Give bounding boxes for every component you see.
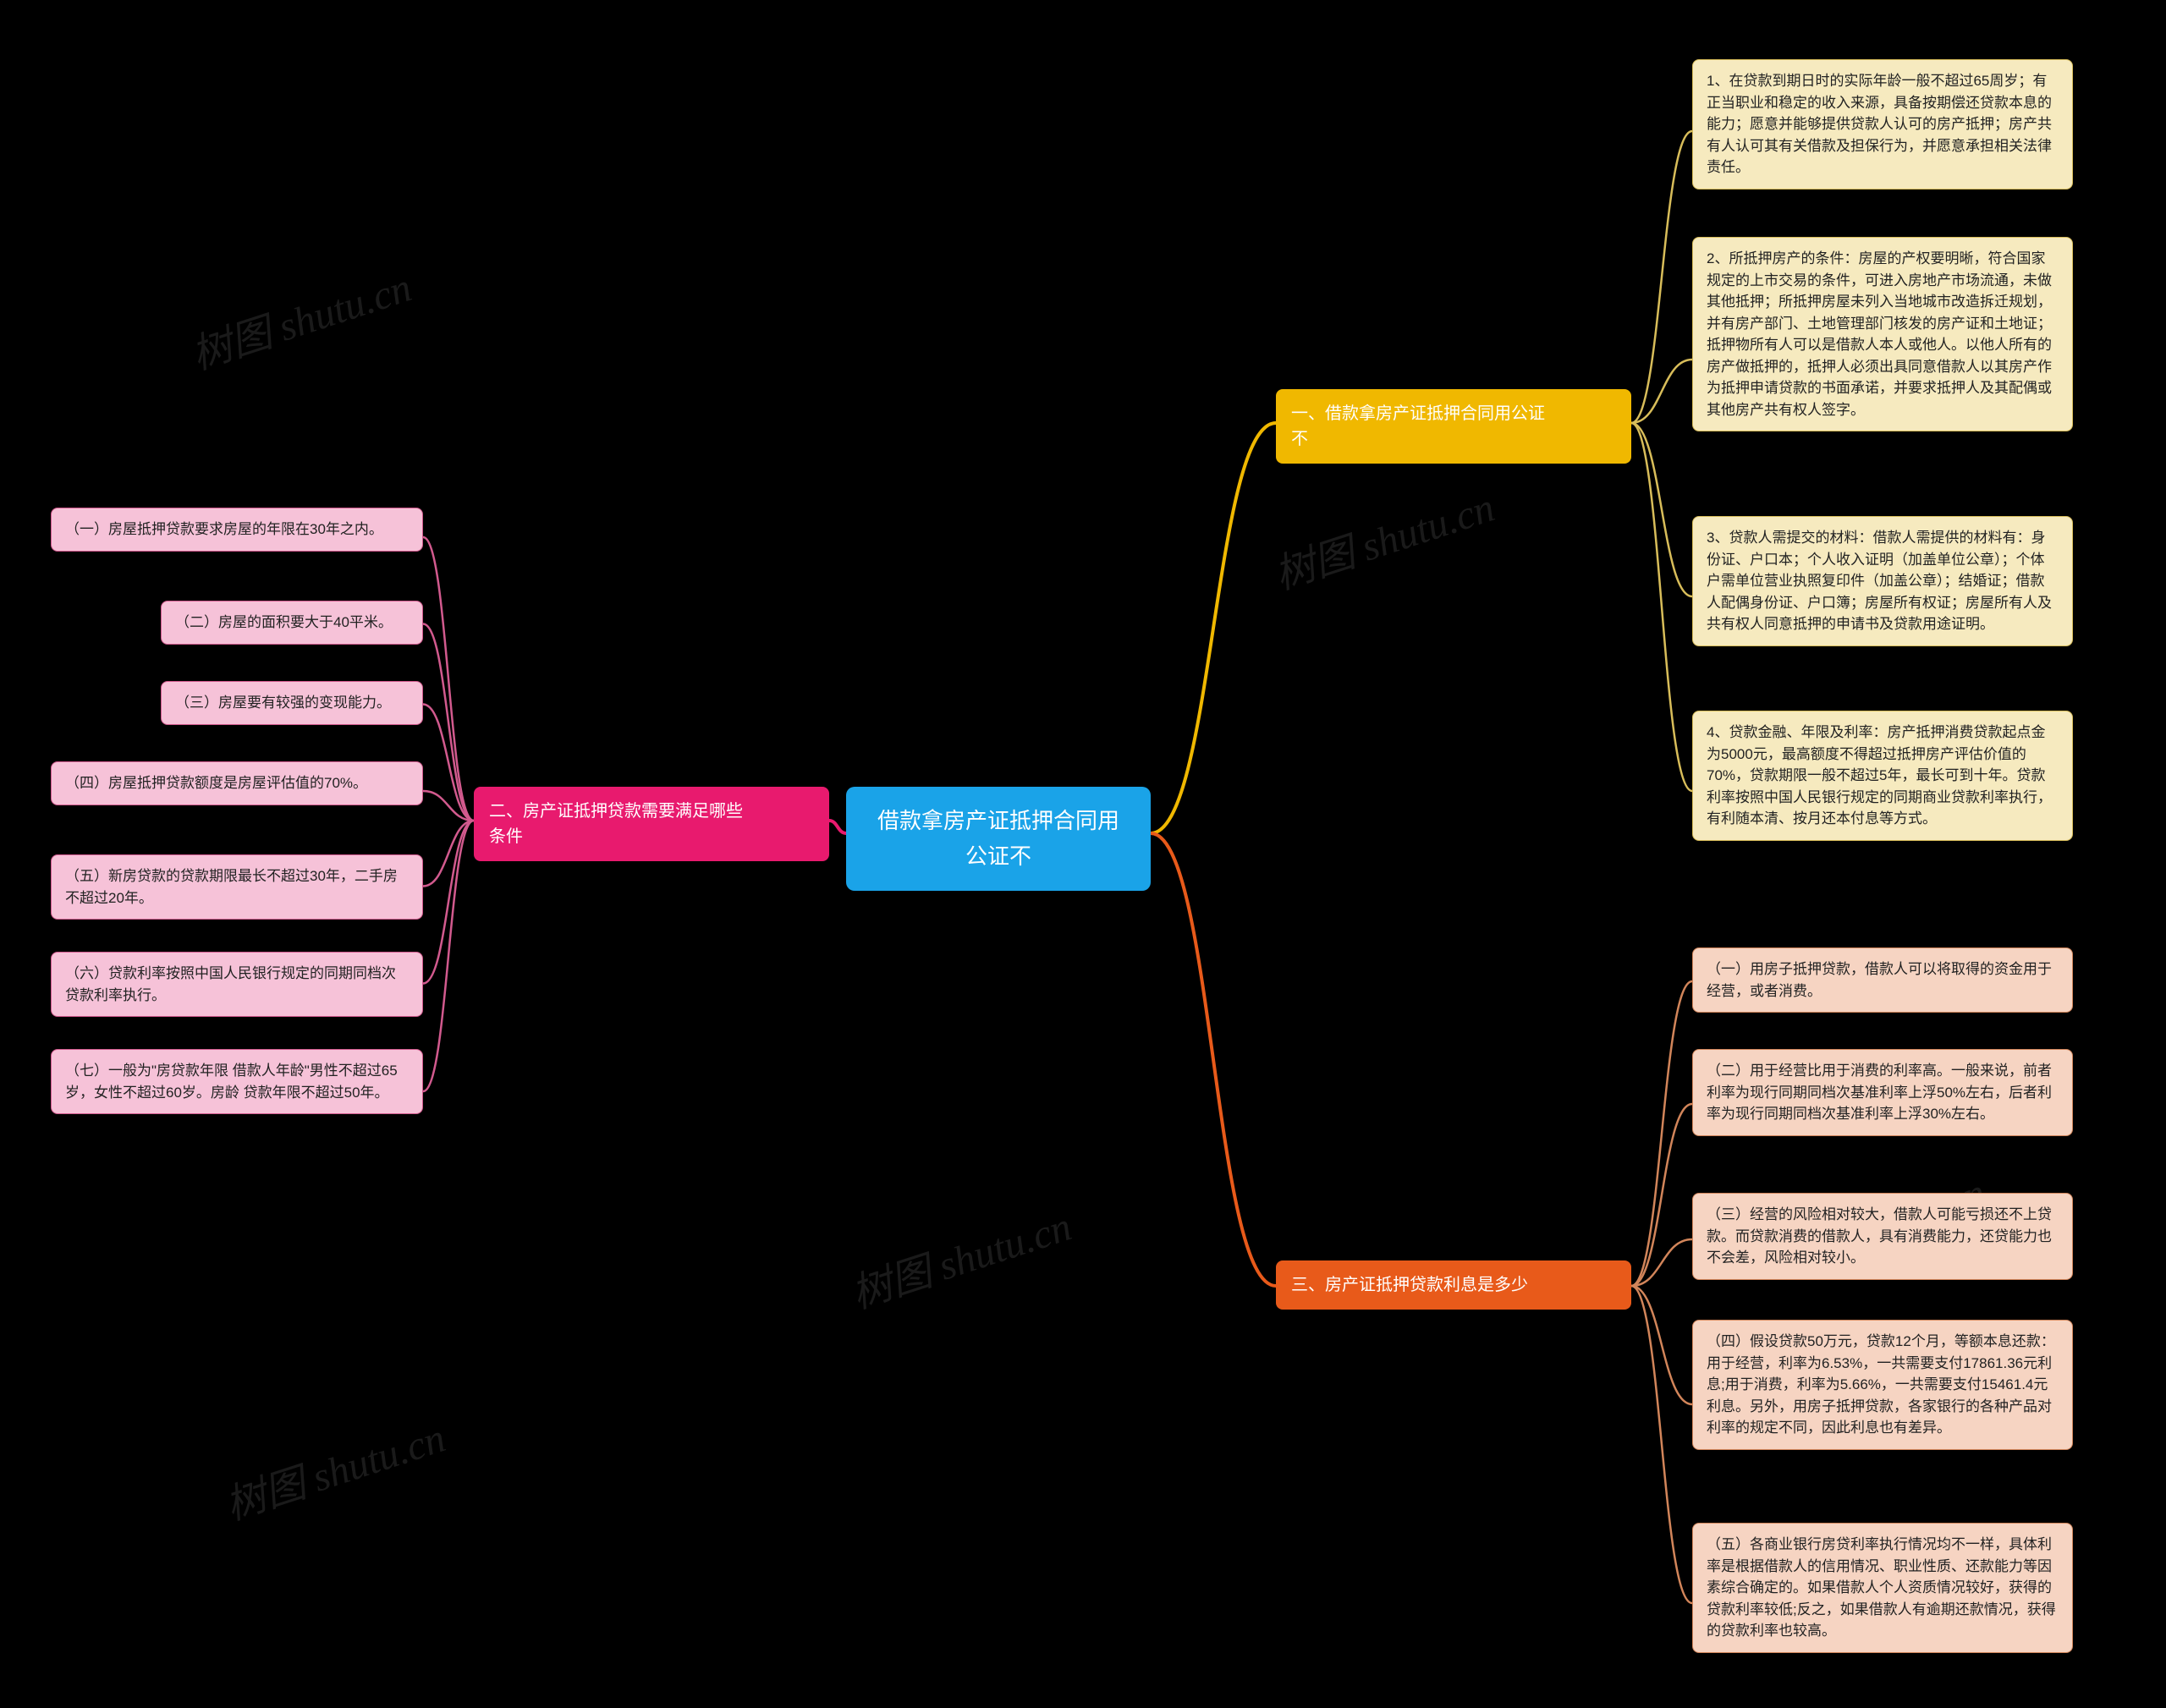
leaf-node-b2-1: （二）房屋的面积要大于40平米。	[161, 601, 423, 645]
leaf-node-b2-6: （七）一般为"房贷款年限 借款人年龄"男性不超过65岁，女性不超过60岁。房龄 …	[51, 1049, 423, 1114]
leaf-node-b1-2: 3、贷款人需提交的材料：借款人需提供的材料有：身份证、户口本；个人收入证明（加盖…	[1692, 516, 2073, 646]
branch-node-b1: 一、借款拿房产证抵押合同用公证不	[1276, 389, 1631, 464]
leaf-node-b1-3: 4、贷款金融、年限及利率：房产抵押消费贷款起点金为5000元，最高额度不得超过抵…	[1692, 711, 2073, 841]
leaf-node-b2-2: （三）房屋要有较强的变现能力。	[161, 681, 423, 725]
branch-node-b3: 三、房产证抵押贷款利息是多少	[1276, 1260, 1631, 1310]
leaf-node-b3-3: （四）假设贷款50万元，贷款12个月，等额本息还款：用于经营，利率为6.53%，…	[1692, 1320, 2073, 1450]
leaf-node-b2-4: （五）新房贷款的贷款期限最长不超过30年，二手房不超过20年。	[51, 854, 423, 920]
center-node: 借款拿房产证抵押合同用公证不	[846, 787, 1151, 891]
leaf-node-b1-1: 2、所抵押房产的条件：房屋的产权要明晰，符合国家规定的上市交易的条件，可进入房地…	[1692, 237, 2073, 431]
watermark: 树图 shutu.cn	[843, 1193, 1078, 1320]
watermark: 树图 shutu.cn	[1266, 474, 1501, 601]
leaf-node-b3-4: （五）各商业银行房贷利率执行情况均不一样，具体利率是根据借款人的信用情况、职业性…	[1692, 1523, 2073, 1653]
branch-node-b2: 二、房产证抵押贷款需要满足哪些条件	[474, 787, 829, 861]
leaf-node-b3-2: （三）经营的风险相对较大，借款人可能亏损还不上贷款。而贷款消费的借款人，具有消费…	[1692, 1193, 2073, 1280]
watermark: 树图 shutu.cn	[217, 1404, 452, 1531]
leaf-node-b3-1: （二）用于经营比用于消费的利率高。一般来说，前者利率为现行同期同档次基准利率上浮…	[1692, 1049, 2073, 1136]
leaf-node-b2-0: （一）房屋抵押贷款要求房屋的年限在30年之内。	[51, 508, 423, 552]
watermark: 树图 shutu.cn	[183, 254, 418, 381]
leaf-node-b2-3: （四）房屋抵押贷款额度是房屋评估值的70%。	[51, 761, 423, 805]
leaf-node-b2-5: （六）贷款利率按照中国人民银行规定的同期同档次贷款利率执行。	[51, 952, 423, 1017]
leaf-node-b3-0: （一）用房子抵押贷款，借款人可以将取得的资金用于经营，或者消费。	[1692, 947, 2073, 1013]
leaf-node-b1-0: 1、在贷款到期日时的实际年龄一般不超过65周岁；有正当职业和稳定的收入来源，具备…	[1692, 59, 2073, 189]
